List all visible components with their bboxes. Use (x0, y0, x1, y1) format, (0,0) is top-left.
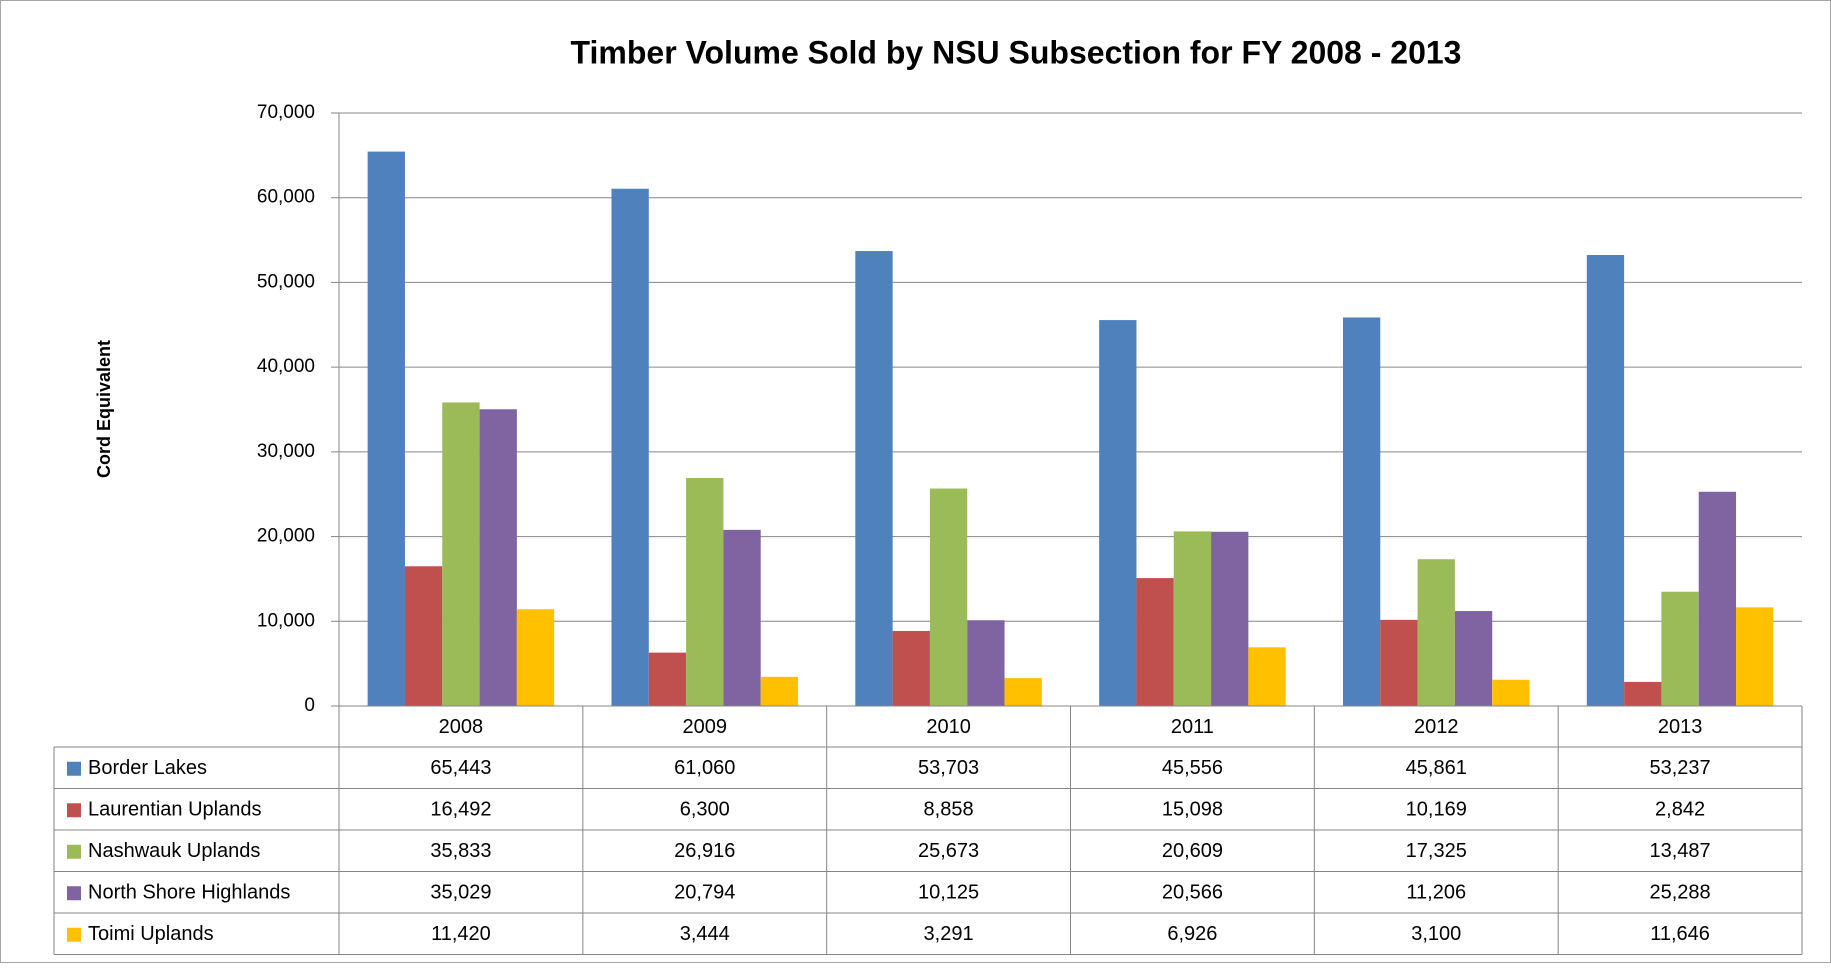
table-cell: 10,169 (1406, 799, 1467, 821)
table-cell: 11,206 (1406, 882, 1466, 904)
bar (1492, 679, 1530, 706)
legend-swatch (67, 927, 81, 942)
table-cell: 8,858 (924, 799, 974, 821)
chart-title: Timber Volume Sold by NSU Subsection for… (571, 34, 1462, 70)
x-tick-label: 2010 (926, 716, 971, 738)
table-cell: 2,842 (1655, 799, 1705, 821)
bar (1661, 591, 1699, 706)
table-cell: 53,703 (918, 757, 979, 779)
legend-label: Nashwauk Uplands (88, 840, 260, 862)
table-cell: 53,237 (1649, 757, 1710, 779)
legend-label: Toimi Uplands (88, 923, 214, 945)
bar (1211, 531, 1249, 706)
table-cell: 45,556 (1162, 757, 1223, 779)
table-cell: 6,300 (680, 799, 730, 821)
table-cell: 3,444 (680, 923, 730, 945)
table-cell: 13,487 (1649, 840, 1710, 862)
bar (1136, 578, 1174, 706)
bar (648, 652, 687, 706)
bar (1698, 491, 1737, 706)
table-cell: 25,673 (918, 840, 979, 862)
x-tick-label: 2009 (683, 716, 728, 738)
table-cell: 15,098 (1162, 799, 1223, 821)
bar (1380, 619, 1418, 706)
y-tick-label: 50,000 (257, 271, 315, 292)
legend-swatch (67, 803, 81, 818)
bar (1342, 317, 1381, 706)
bar (967, 620, 1005, 706)
legend-label: North Shore Highlands (88, 882, 290, 904)
legend-swatch (67, 886, 81, 901)
bar (1173, 531, 1212, 706)
y-tick-label: 60,000 (257, 187, 315, 208)
bar (611, 188, 649, 707)
bar (1248, 647, 1286, 706)
table-cell: 10,125 (918, 882, 979, 904)
y-tick-label: 70,000 (257, 102, 315, 123)
table-cell: 3,291 (924, 923, 974, 945)
table-cell: 20,566 (1162, 882, 1223, 904)
y-tick-label: 30,000 (257, 441, 315, 462)
y-tick-label: 0 (304, 695, 315, 716)
bar (1099, 320, 1137, 706)
table-cell: 26,916 (674, 840, 735, 862)
bar (929, 488, 968, 706)
bar (1586, 255, 1625, 706)
x-tick-label: 2008 (439, 716, 484, 738)
bar (479, 409, 517, 706)
table-cell: 6,926 (1167, 923, 1217, 945)
table-cell: 35,029 (430, 882, 491, 904)
bar (723, 529, 761, 706)
table-cell: 35,833 (430, 840, 491, 862)
x-tick-label: 2013 (1658, 716, 1703, 738)
bar (516, 609, 555, 706)
table-cell: 20,794 (674, 882, 735, 904)
legend-label: Border Lakes (88, 757, 207, 779)
y-axis-label: Cord Equivalent (94, 340, 114, 478)
table-cell: 20,609 (1162, 840, 1223, 862)
table-cell: 45,861 (1406, 757, 1467, 779)
bar (367, 151, 405, 706)
table-cell: 11,420 (431, 923, 491, 945)
bar (1736, 607, 1774, 706)
table-cell: 65,443 (430, 757, 491, 779)
bar (855, 251, 893, 706)
table-cell: 11,646 (1650, 923, 1710, 945)
table-cell: 3,100 (1411, 923, 1461, 945)
table-cell: 61,060 (674, 757, 735, 779)
bar (404, 566, 443, 706)
y-tick-label: 10,000 (257, 610, 315, 631)
bar (686, 477, 724, 706)
table-cell: 16,492 (430, 799, 491, 821)
y-tick-label: 40,000 (257, 356, 315, 377)
table-cell: 17,325 (1406, 840, 1467, 862)
bar (760, 676, 799, 706)
bar (1454, 611, 1493, 706)
legend-swatch (67, 761, 81, 776)
y-tick-label: 20,000 (257, 526, 315, 547)
legend-swatch (67, 844, 81, 859)
x-tick-label: 2011 (1171, 716, 1214, 738)
bar (892, 630, 930, 706)
legend-label: Laurentian Uplands (88, 799, 261, 821)
table-cell: 25,288 (1649, 882, 1710, 904)
bar (1004, 678, 1042, 706)
bar (1624, 681, 1662, 706)
bar (1417, 559, 1455, 706)
x-tick-label: 2012 (1414, 716, 1459, 738)
bar (442, 402, 480, 706)
